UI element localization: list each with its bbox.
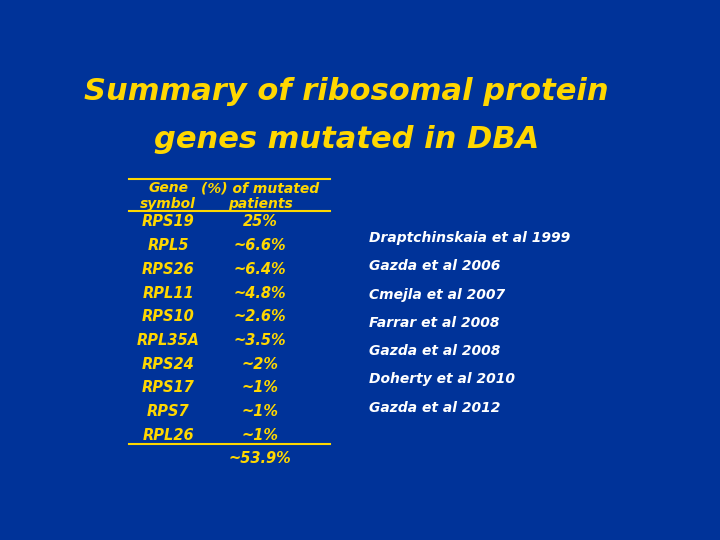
Text: RPS10: RPS10 <box>142 309 194 325</box>
Text: ~1%: ~1% <box>242 428 279 443</box>
Text: Draptchinskaia et al 1999: Draptchinskaia et al 1999 <box>369 231 570 245</box>
Text: RPL35A: RPL35A <box>137 333 199 348</box>
Text: ~1%: ~1% <box>242 404 279 419</box>
Text: RPS7: RPS7 <box>147 404 189 419</box>
Text: (%) of mutated
patients: (%) of mutated patients <box>201 181 319 212</box>
Text: RPS26: RPS26 <box>142 262 194 277</box>
Text: Doherty et al 2010: Doherty et al 2010 <box>369 373 515 387</box>
Text: ~6.4%: ~6.4% <box>234 262 287 277</box>
Text: ~4.8%: ~4.8% <box>234 286 287 301</box>
Text: Cmejla et al 2007: Cmejla et al 2007 <box>369 288 505 302</box>
Text: Gazda et al 2008: Gazda et al 2008 <box>369 344 500 358</box>
Text: RPS17: RPS17 <box>142 380 194 395</box>
Text: ~1%: ~1% <box>242 380 279 395</box>
Text: RPS19: RPS19 <box>142 214 194 230</box>
Text: Farrar et al 2008: Farrar et al 2008 <box>369 316 500 330</box>
Text: Gazda et al 2006: Gazda et al 2006 <box>369 259 500 273</box>
Text: RPL26: RPL26 <box>143 428 194 443</box>
Text: Gene
symbol: Gene symbol <box>140 181 196 212</box>
Text: ~6.6%: ~6.6% <box>234 238 287 253</box>
Text: ~2%: ~2% <box>242 357 279 372</box>
Text: 25%: 25% <box>243 214 278 230</box>
Text: RPL5: RPL5 <box>148 238 189 253</box>
Text: RPS24: RPS24 <box>142 357 194 372</box>
Text: genes mutated in DBA: genes mutated in DBA <box>154 125 539 154</box>
Text: ~2.6%: ~2.6% <box>234 309 287 325</box>
Text: ~53.9%: ~53.9% <box>229 451 292 467</box>
Text: RPL11: RPL11 <box>143 286 194 301</box>
Text: Gazda et al 2012: Gazda et al 2012 <box>369 401 500 415</box>
Text: Summary of ribosomal protein: Summary of ribosomal protein <box>84 77 609 106</box>
Text: ~3.5%: ~3.5% <box>234 333 287 348</box>
